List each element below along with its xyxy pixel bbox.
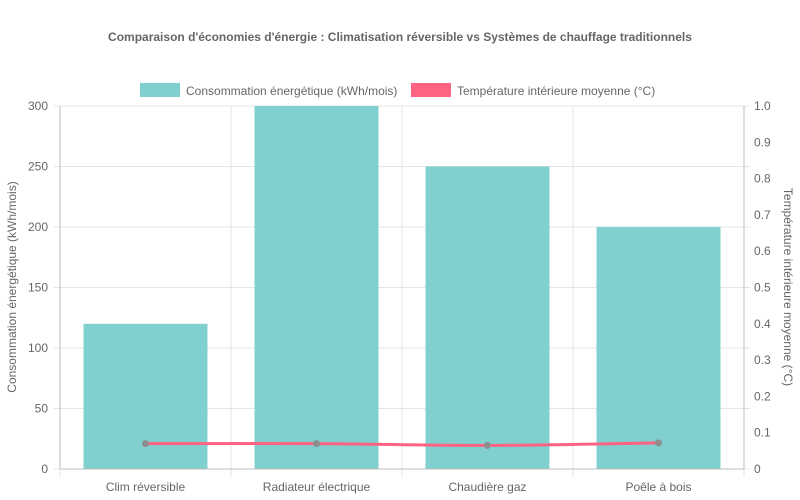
- x-tick-label: Clim réversible: [106, 480, 186, 494]
- bar-1: [254, 106, 379, 469]
- y-right-tick-label: 0.6: [754, 244, 771, 258]
- legend: Consommation énergétique (kWh/mois) Temp…: [140, 83, 655, 98]
- y-right-tick-label: 0.9: [754, 135, 771, 149]
- y-right-tick-label: 0.1: [754, 426, 771, 440]
- y-right-tick-label: 0.5: [754, 281, 771, 295]
- y-right-tick-label: 0.3: [754, 353, 771, 367]
- temperature-point-2: [484, 441, 491, 449]
- y-left-tick-label: 200: [28, 220, 48, 234]
- temperature-line: [144, 441, 660, 447]
- y-axis-right-label: Température intérieure moyenne (°C): [781, 188, 795, 386]
- x-tick-label: Poêle à bois: [625, 480, 691, 494]
- temperature-point-0: [142, 440, 149, 448]
- y-left-tick-label: 100: [28, 341, 48, 355]
- y-right-tick-label: 1.0: [754, 99, 771, 113]
- y-right-tick-label: 0: [754, 462, 761, 476]
- y-left-tick-label: 150: [28, 281, 48, 295]
- temperature-point-1: [313, 440, 320, 448]
- bar-0: [83, 323, 208, 469]
- legend-label-consommation: Consommation énergétique (kWh/mois): [186, 84, 397, 98]
- y-left-tick-label: 300: [28, 99, 48, 113]
- y-right-tick-label: 0.7: [754, 208, 771, 222]
- x-axis-ticks: Clim réversible Radiateur électrique Chaud…: [106, 480, 692, 494]
- y-axis-left-label: Consommation énergétique (kWh/mois): [5, 181, 19, 392]
- bar-3: [596, 227, 721, 469]
- y-right-tick-label: 0.4: [754, 317, 771, 331]
- y-left-tick-label: 250: [28, 160, 48, 174]
- y-right-tick-label: 0.8: [754, 172, 771, 186]
- temperature-point-3: [655, 439, 662, 447]
- bar-2: [425, 166, 550, 469]
- legend-swatch-temperature: [411, 83, 451, 97]
- right-axis-ticks: 0 0.1 0.2 0.3 0.4 0.5 0.6 0.7 0.8 0.9 1.0: [754, 99, 771, 476]
- y-left-tick-label: 0: [41, 462, 48, 476]
- chart-title: Comparaison d'économies d'énergie : Clim…: [108, 30, 692, 44]
- axes: [59, 106, 745, 470]
- legend-swatch-consommation: [140, 83, 180, 97]
- x-tick-label: Chaudière gaz: [448, 480, 526, 494]
- legend-label-temperature: Température intérieure moyenne (°C): [457, 84, 655, 98]
- y-left-tick-label: 50: [35, 402, 49, 416]
- x-tick-label: Radiateur électrique: [263, 480, 371, 494]
- line-series: [142, 439, 662, 449]
- y-right-tick-label: 0.2: [754, 389, 771, 403]
- left-axis-ticks: 0 50 100 150 200 250 300: [28, 99, 48, 476]
